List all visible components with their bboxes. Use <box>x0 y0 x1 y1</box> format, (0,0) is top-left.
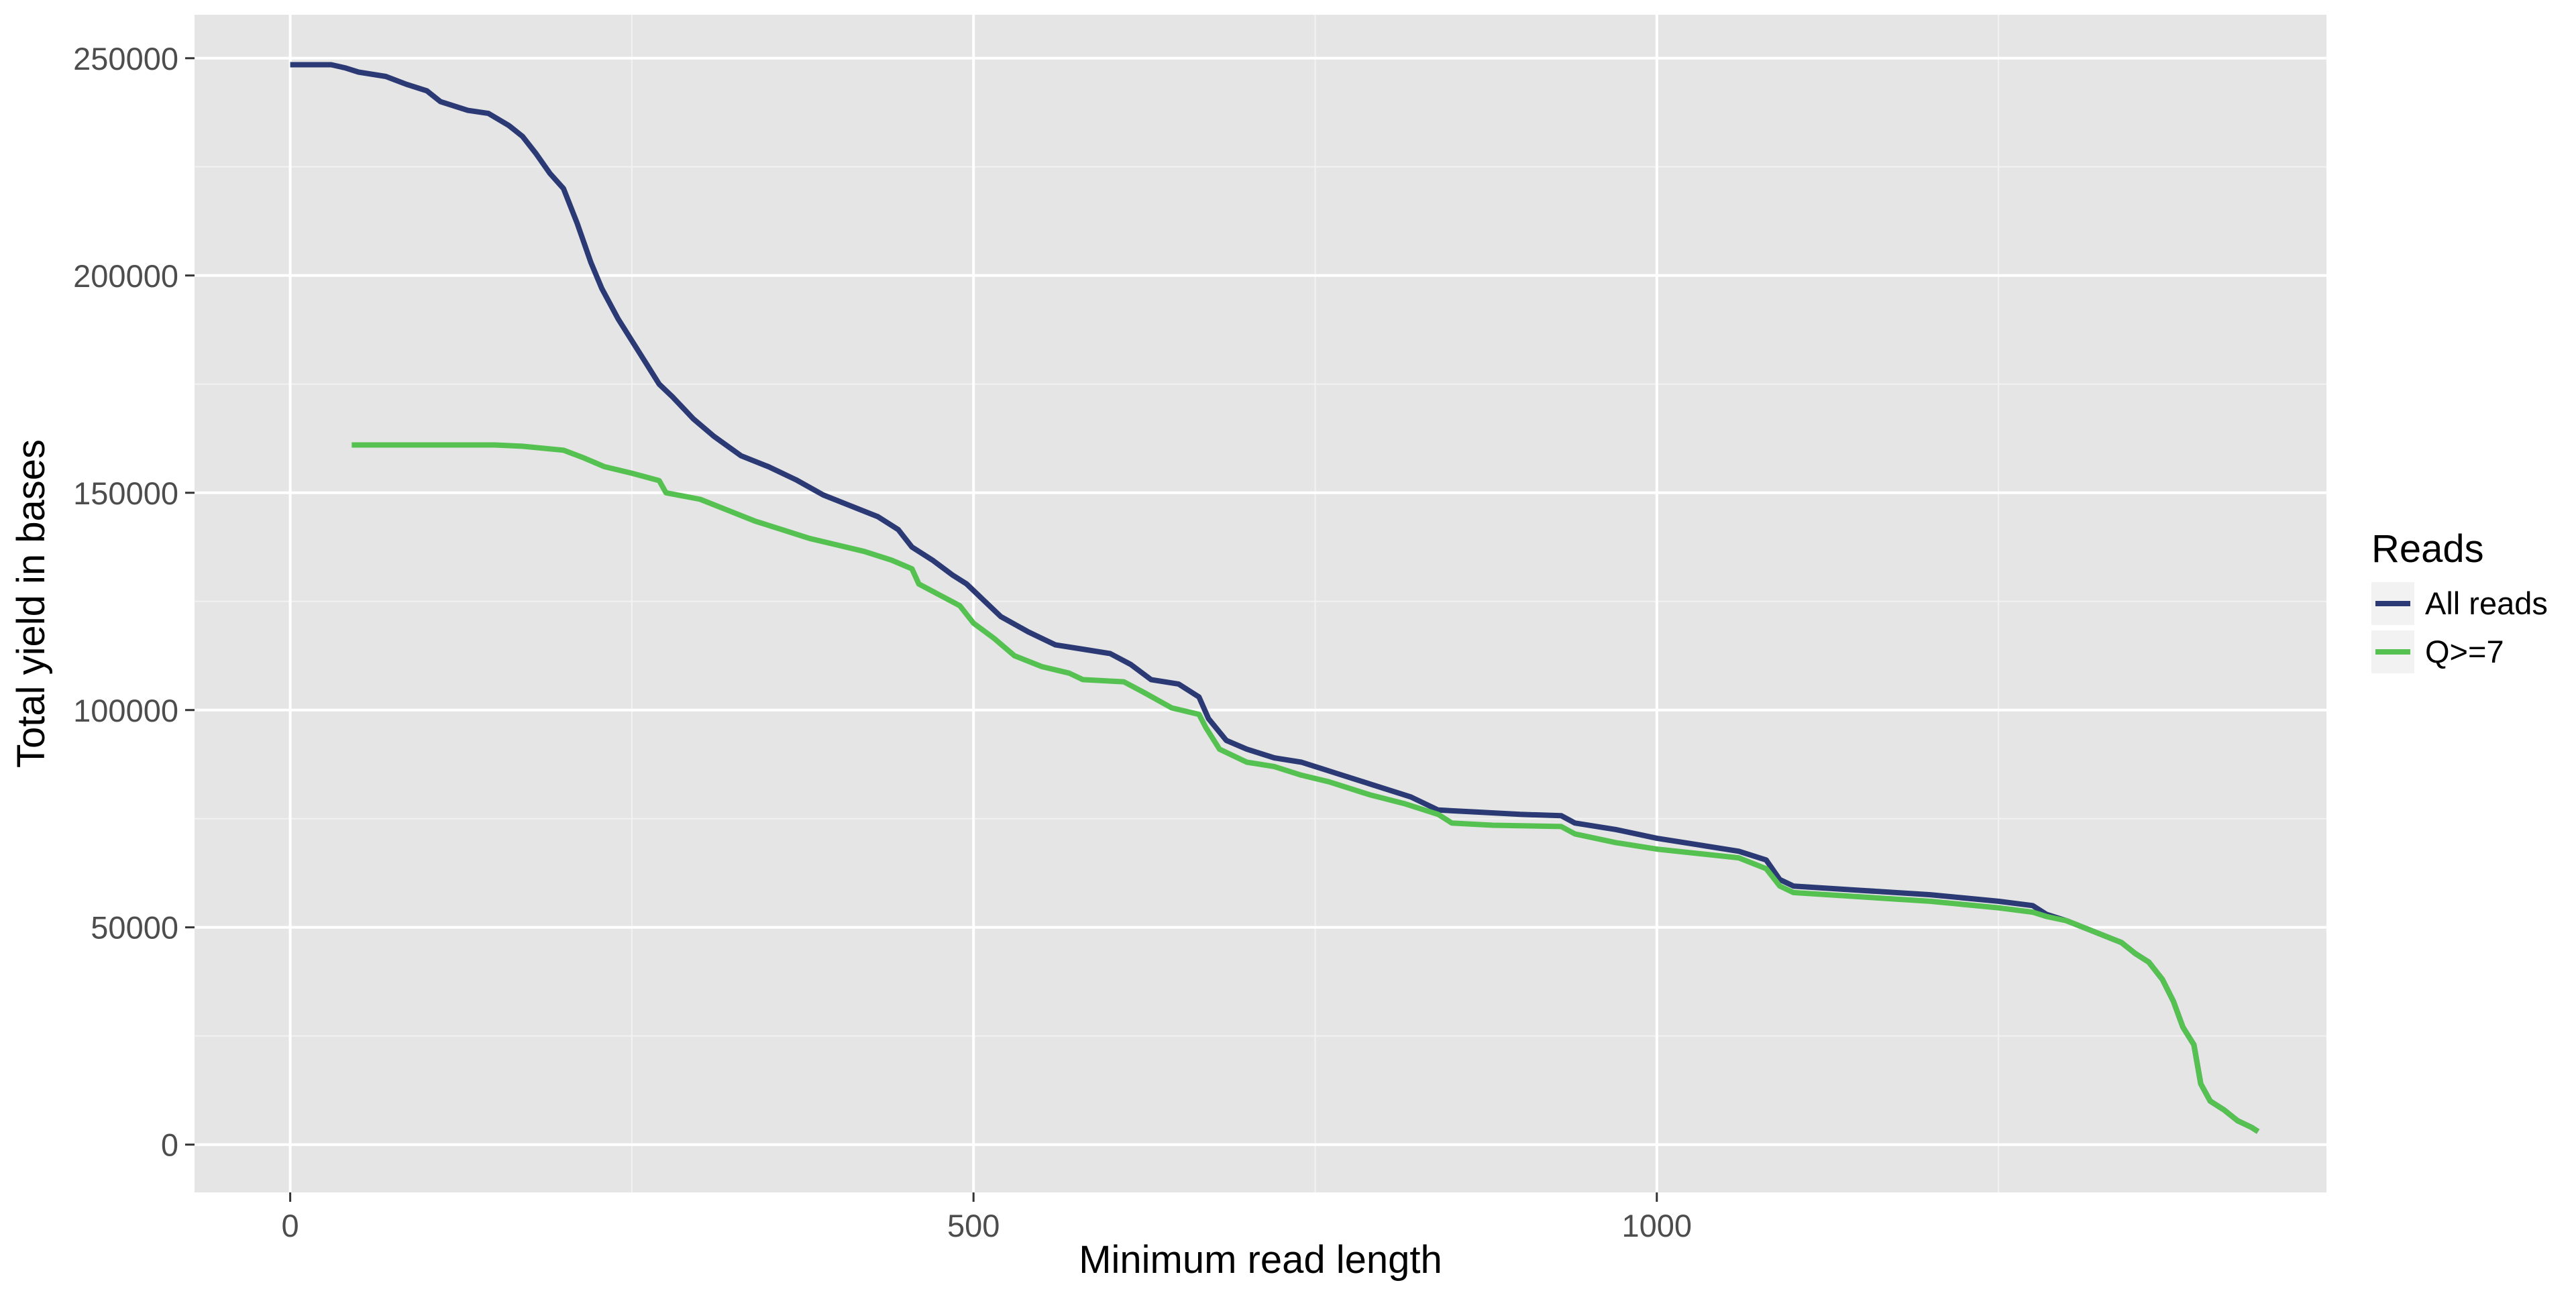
y-tick-label: 0 <box>161 1127 178 1163</box>
minor-gridlines <box>195 15 2326 1192</box>
x-axis: 0 500 1000 <box>282 1192 1693 1243</box>
y-axis: 0 50000 100000 150000 200000 250000 <box>73 41 195 1163</box>
major-gridlines <box>195 15 2326 1192</box>
y-tick-label: 100000 <box>73 693 178 728</box>
y-tick-label: 50000 <box>91 910 178 946</box>
series-layer <box>290 62 2260 1134</box>
series-line-q7 <box>352 442 2260 1134</box>
x-tick-label: 1000 <box>1622 1208 1693 1243</box>
legend: Reads All reads Q>=7 <box>2371 527 2548 673</box>
y-tick-label: 200000 <box>73 258 178 294</box>
y-axis-title: Total yield in bases <box>9 439 53 768</box>
x-tick-label: 500 <box>947 1208 1000 1243</box>
x-axis-title: Minimum read length <box>1079 1238 1442 1282</box>
x-tick-label: 0 <box>282 1208 299 1243</box>
legend-label: All reads <box>2425 585 2548 621</box>
y-tick-label: 250000 <box>73 41 178 76</box>
legend-items: All reads Q>=7 <box>2371 582 2548 673</box>
y-tick-label: 150000 <box>73 475 178 511</box>
legend-title: Reads <box>2371 527 2484 571</box>
legend-label: Q>=7 <box>2425 634 2504 669</box>
plot-panel-background <box>195 15 2326 1192</box>
plot-panel <box>195 15 2326 1192</box>
